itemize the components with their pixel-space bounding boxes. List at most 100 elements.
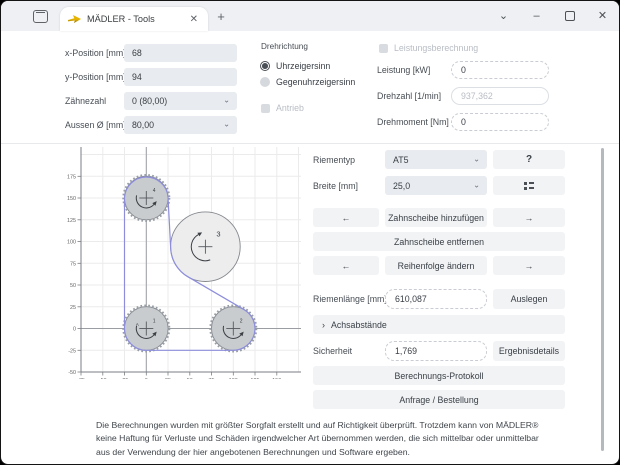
leistungsberechnung-checkbox[interactable] xyxy=(379,43,388,53)
pulley-diagram[interactable]: -50 -25 0 25 50 75 100 125 150 175 -75 -50 -25 0 25 50 7… xyxy=(63,147,303,384)
maximize-icon xyxy=(564,11,575,22)
reorder-left-button[interactable]: ← xyxy=(313,256,379,275)
disclaimer-text: Die Berechnungen wurden mit größter Sorg… xyxy=(96,420,539,457)
remove-pulley-button[interactable]: Zahnscheibe entfernen xyxy=(313,232,565,251)
scrollbar-thumb[interactable] xyxy=(601,148,604,451)
aussen-d-value: 80,00 xyxy=(132,120,155,130)
leistungsberechnung-checkbox-row[interactable]: Leistungsberechnung xyxy=(379,41,478,55)
achsabstaende-expander[interactable]: › Achsabstände xyxy=(313,315,565,334)
svg-text:125: 125 xyxy=(251,378,260,379)
minimize-button[interactable]: – xyxy=(533,10,540,22)
add-right-button[interactable]: → xyxy=(493,208,565,227)
chevron-down-icon: ⌄ xyxy=(473,153,480,163)
aussen-d-select[interactable]: 80,00 ⌄ xyxy=(124,116,237,134)
radio-uhrzeigersinn[interactable]: Uhrzeigersinn xyxy=(260,59,330,73)
anfrage-button[interactable]: Anfrage / Bestellung xyxy=(313,390,565,409)
sicherheit-input[interactable]: 1,769 xyxy=(385,341,487,361)
svg-text:0: 0 xyxy=(145,378,148,379)
tab-close-icon[interactable]: ✕ xyxy=(189,13,198,25)
riementyp-select[interactable]: AT5 ⌄ xyxy=(385,150,487,169)
drehmoment-label: Drehmoment [Nm] xyxy=(377,117,449,127)
zaehnezahl-label: Zähnezahl xyxy=(65,96,107,106)
svg-text:A: A xyxy=(136,322,139,327)
svg-text:50: 50 xyxy=(70,283,76,289)
leistung-input[interactable]: 0 xyxy=(451,61,549,79)
drehmoment-input[interactable]: 0 xyxy=(451,113,549,131)
ergebnisdetails-button[interactable]: Ergebnisdetails xyxy=(493,341,565,361)
svg-text:-25: -25 xyxy=(68,348,76,354)
breite-value: 25,0 xyxy=(393,180,411,191)
pulley-diagram-svg: -50 -25 0 25 50 75 100 125 150 175 -75 -50 -25 0 25 50 7… xyxy=(67,147,301,384)
svg-text:75: 75 xyxy=(209,378,215,379)
drehzahl-readonly-field: 937,362 xyxy=(451,87,549,105)
tab-title: MÄDLER - Tools xyxy=(87,14,155,24)
antrieb-checkbox-row[interactable]: Antrieb xyxy=(261,101,304,115)
close-button[interactable]: ✕ xyxy=(597,10,608,22)
tab-search-icon[interactable] xyxy=(33,9,48,23)
svg-text:-50: -50 xyxy=(99,378,107,379)
window-menu-chevron-icon[interactable]: ⌄ xyxy=(498,10,509,22)
breite-label: Breite [mm] xyxy=(313,180,358,191)
leistung-label: Leistung [kW] xyxy=(377,65,431,75)
auslegen-button[interactable]: Auslegen xyxy=(493,289,565,309)
gegenuhrzeigersinn-label: Gegenuhrzeigersinn xyxy=(276,77,356,87)
new-tab-button[interactable]: + xyxy=(217,8,225,24)
chevron-down-icon: ⌄ xyxy=(223,95,230,105)
x-position-label: x-Position [mm] xyxy=(65,48,126,58)
x-position-input[interactable]: 68 xyxy=(124,44,237,62)
drehrichtung-label: Drehrichtung xyxy=(261,42,308,51)
maedler-logo-icon xyxy=(68,15,81,23)
riemenlaenge-input[interactable]: 610,087 xyxy=(385,289,487,309)
riementyp-label: Riementyp xyxy=(313,154,356,165)
titlebar: MÄDLER - Tools ✕ + ⌄ – ✕ xyxy=(1,1,619,31)
riementyp-value: AT5 xyxy=(393,154,409,165)
svg-text:-25: -25 xyxy=(121,378,129,379)
reorder-right-button[interactable]: → xyxy=(493,256,565,275)
drehzahl-label: Drehzahl [1/min] xyxy=(377,91,442,101)
svg-text:25: 25 xyxy=(70,305,76,311)
svg-text:2: 2 xyxy=(240,319,243,325)
browser-tab[interactable]: MÄDLER - Tools ✕ xyxy=(60,7,208,31)
uhrzeigersinn-label: Uhrzeigersinn xyxy=(276,61,331,71)
section-divider xyxy=(1,143,619,144)
riemenlaenge-label: Riemenlänge [mm] xyxy=(313,294,387,304)
svg-text:3: 3 xyxy=(216,230,220,239)
svg-text:4: 4 xyxy=(153,188,156,194)
svg-text:0: 0 xyxy=(73,327,76,333)
y-position-input[interactable]: 94 xyxy=(124,68,237,86)
breite-select[interactable]: 25,0 ⌄ xyxy=(385,176,487,195)
belt-details-button[interactable] xyxy=(493,176,565,195)
svg-text:175: 175 xyxy=(67,174,76,180)
zaehnezahl-value: 0 (80,00) xyxy=(132,96,168,106)
svg-text:100: 100 xyxy=(67,240,76,246)
maximize-button[interactable] xyxy=(553,1,586,31)
radio-unselected-icon[interactable] xyxy=(260,77,270,87)
svg-text:125: 125 xyxy=(67,218,76,224)
antrieb-checkbox[interactable] xyxy=(261,103,270,113)
chevron-right-icon: › xyxy=(322,319,325,330)
svg-text:75: 75 xyxy=(70,261,76,267)
svg-text:100: 100 xyxy=(229,378,238,379)
radio-gegenuhrzeigersinn[interactable]: Gegenuhrzeigersinn xyxy=(260,75,355,89)
protokoll-button[interactable]: Berechnungs-Protokoll xyxy=(313,366,565,385)
svg-text:-50: -50 xyxy=(68,370,76,376)
radio-selected-icon[interactable] xyxy=(260,61,270,71)
antrieb-label: Antrieb xyxy=(276,103,304,113)
svg-text:50: 50 xyxy=(187,378,193,379)
svg-text:1: 1 xyxy=(153,319,156,325)
chevron-down-icon: ⌄ xyxy=(473,179,480,189)
help-button[interactable]: ? xyxy=(493,150,565,169)
leistungsberechnung-label: Leistungsberechnung xyxy=(394,43,479,53)
add-pulley-button[interactable]: Zahnscheibe hinzufügen xyxy=(385,208,487,227)
achsabstaende-label: Achsabstände xyxy=(331,319,387,330)
svg-text:150: 150 xyxy=(67,196,76,202)
reorder-button[interactable]: Reihenfolge ändern xyxy=(385,256,487,275)
chevron-down-icon: ⌄ xyxy=(223,119,230,129)
svg-text:25: 25 xyxy=(165,378,171,379)
add-left-button[interactable]: ← xyxy=(313,208,379,227)
sicherheit-label: Sicherheit xyxy=(313,346,353,356)
zaehnezahl-select[interactable]: 0 (80,00) ⌄ xyxy=(124,92,237,110)
svg-text:-75: -75 xyxy=(77,378,85,379)
y-position-label: y-Position [mm] xyxy=(65,72,126,82)
